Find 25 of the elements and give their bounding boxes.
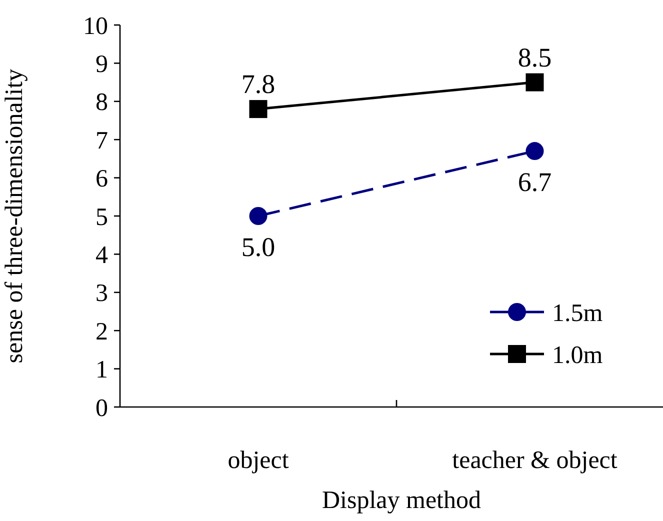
y-tick-label: 7 xyxy=(96,127,108,154)
y-tick-label: 3 xyxy=(96,280,108,308)
x-tick-label: object xyxy=(228,447,289,474)
data-label: 8.5 xyxy=(518,42,552,72)
x-axis-title: Display method xyxy=(322,487,482,514)
point xyxy=(526,73,544,92)
y-tick-label: 9 xyxy=(96,50,108,78)
y-tick-label: 10 xyxy=(83,12,108,40)
legend-label: 1.5m xyxy=(552,300,604,327)
y-tick-label: 2 xyxy=(96,318,108,346)
data-label: 5.0 xyxy=(241,232,276,262)
y-axis-title: sense of three-dimensionality xyxy=(1,68,28,364)
y-tick-label: 0 xyxy=(96,394,108,422)
x-tick-label: teacher & object xyxy=(452,447,618,474)
y-tick-label: 6 xyxy=(96,166,108,193)
y-tick-label: 1 xyxy=(96,356,108,384)
data-label: 6.7 xyxy=(518,167,552,198)
data-label: 7.8 xyxy=(241,69,276,100)
y-tick-label: 5 xyxy=(96,204,108,231)
y-tick-label: 4 xyxy=(96,242,108,269)
legend-label: 1.0m xyxy=(552,342,604,369)
point xyxy=(249,100,268,118)
point xyxy=(249,207,268,225)
y-tick-label: 8 xyxy=(96,89,108,116)
point xyxy=(526,142,544,160)
